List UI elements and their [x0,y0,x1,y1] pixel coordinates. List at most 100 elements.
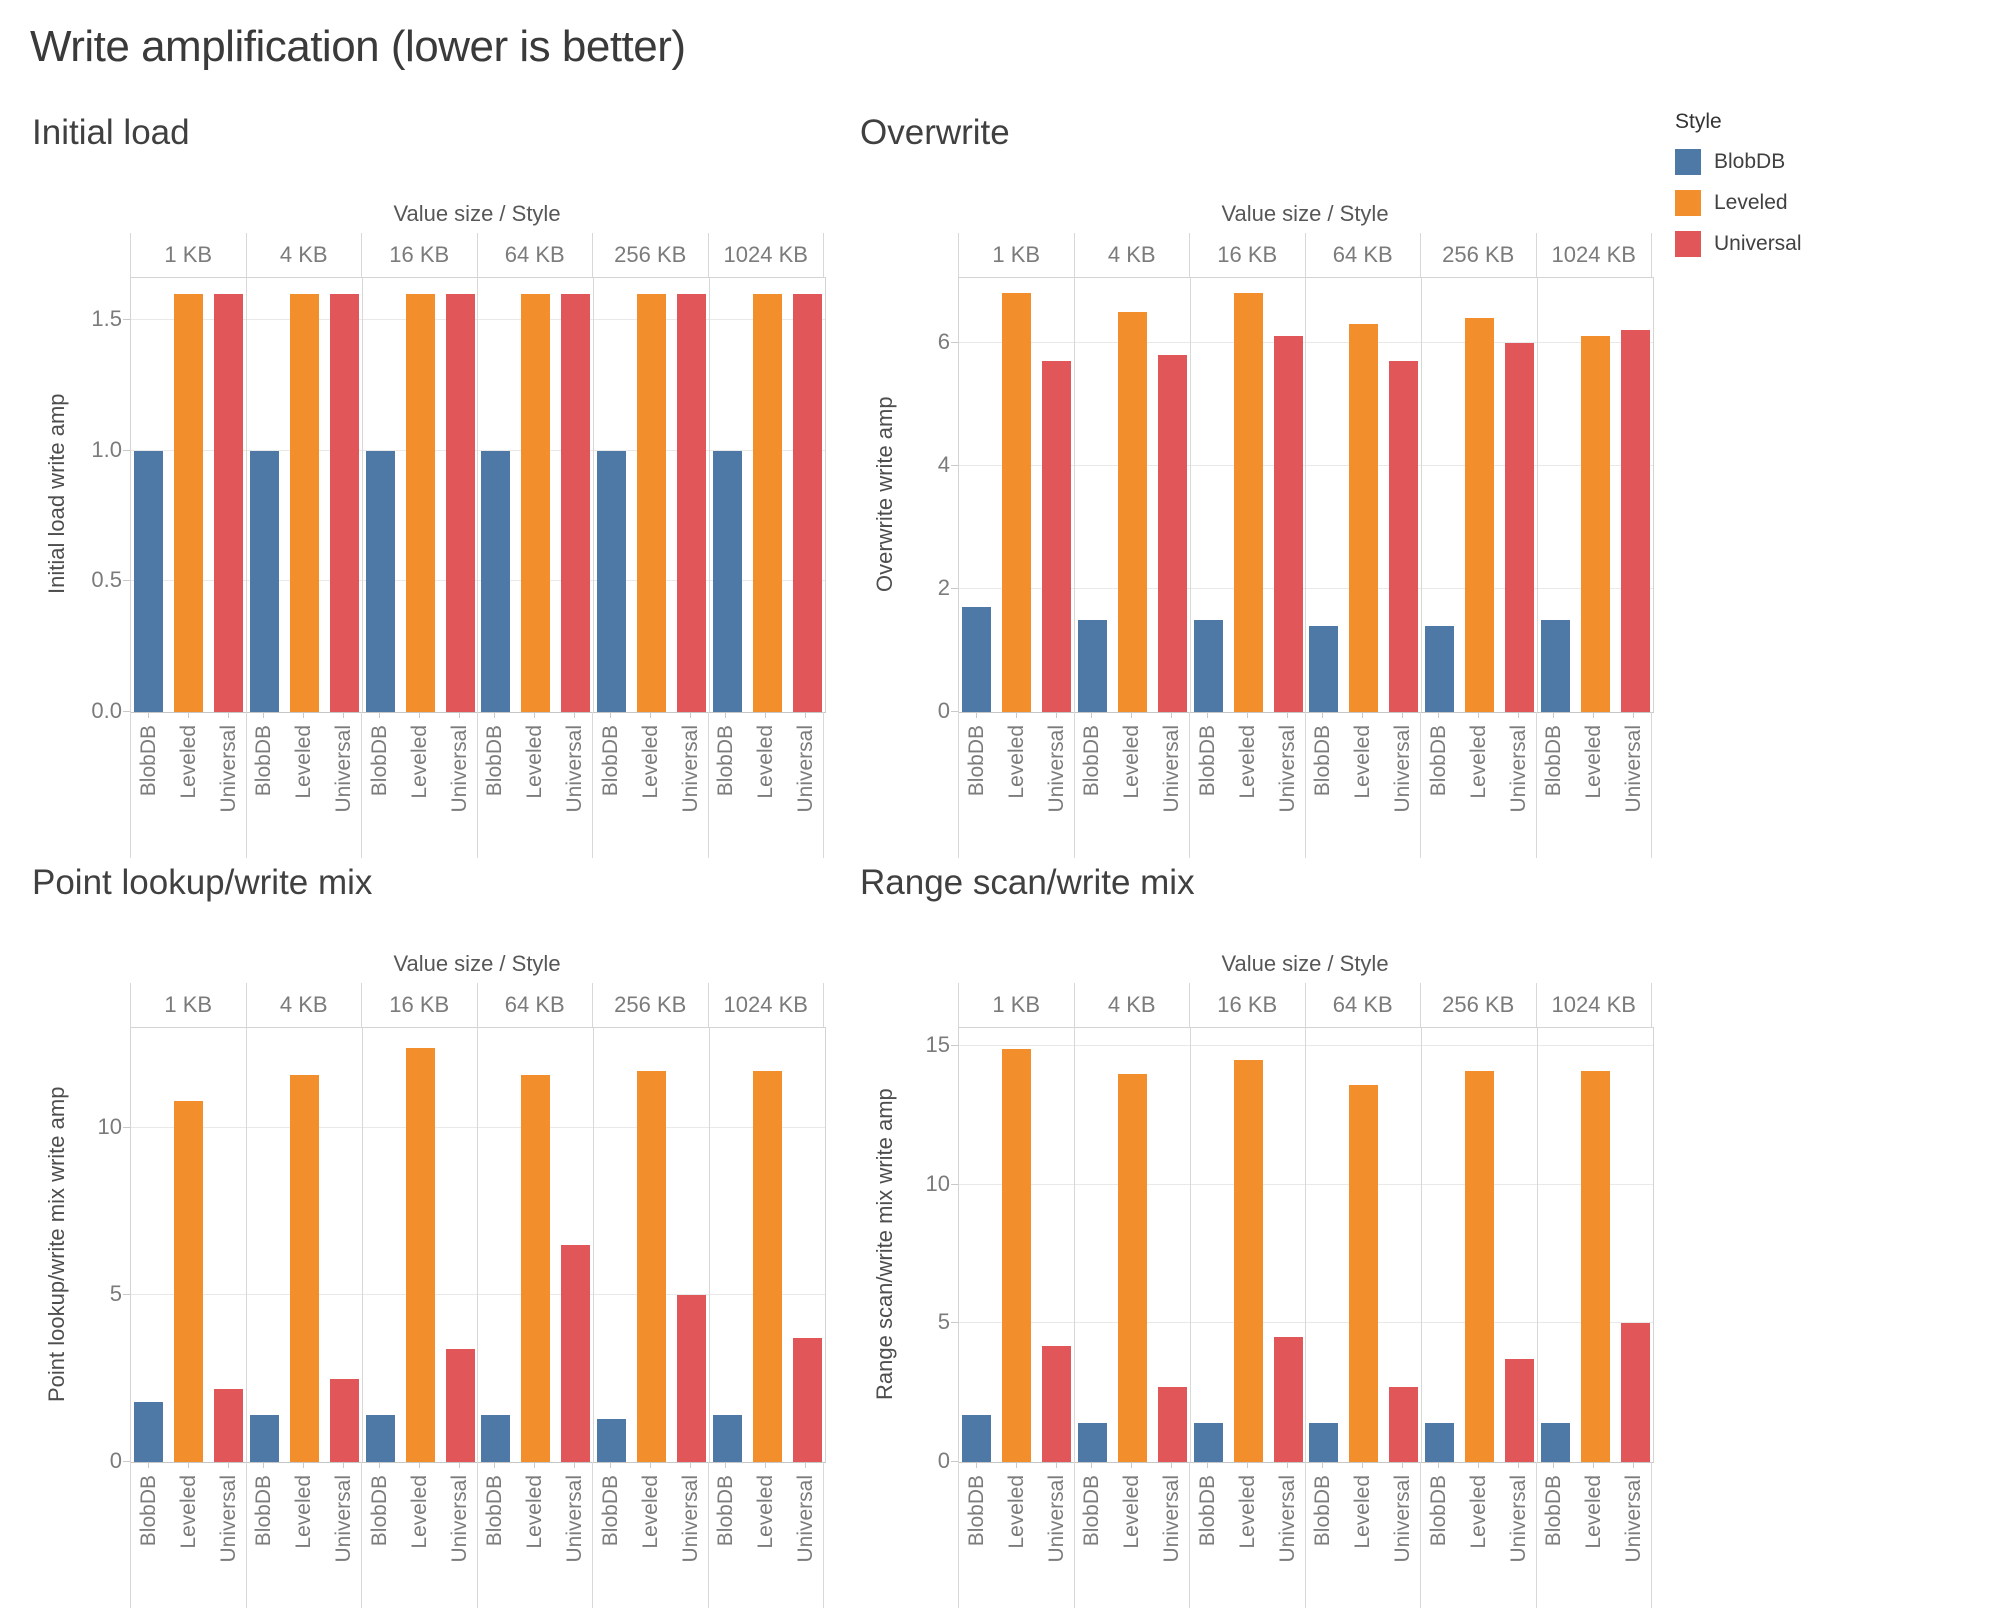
bar-blobdb-4-kb[interactable] [1077,1423,1107,1462]
x-label-slot: Universal [560,1462,589,1608]
bar-universal-4-kb[interactable] [1157,354,1187,712]
group-256-kb [593,1028,709,1462]
bar-leveled-16-kb[interactable] [405,1048,435,1462]
bar-groups [131,1028,825,1462]
bar-universal-64-kb[interactable] [1389,361,1419,712]
y-tick-label: 2 [937,574,950,600]
bar-leveled-1024-kb[interactable] [1581,336,1611,712]
bar-blobdb-256-kb[interactable] [597,450,627,712]
bar-leveled-1-kb[interactable] [173,293,203,712]
x-tick-mark [1246,1462,1248,1468]
bar-blobdb-16-kb[interactable] [365,1415,395,1462]
bar-blobdb-256-kb[interactable] [1425,1423,1455,1462]
bar-blobdb-1024-kb[interactable] [1541,1423,1571,1462]
bar-leveled-1024-kb[interactable] [753,1071,783,1462]
x-category-label: Leveled [176,1475,200,1549]
bar-universal-4-kb[interactable] [329,293,359,712]
bar-leveled-256-kb[interactable] [637,1071,667,1462]
bar-universal-1-kb[interactable] [213,1388,243,1462]
bar-universal-1-kb[interactable] [1041,1345,1071,1462]
bar-blobdb-64-kb[interactable] [1309,625,1339,712]
x-label-group-16-kb: BlobDB Leveled Universal [1189,1462,1305,1608]
bar-universal-16-kb[interactable] [445,1348,475,1462]
bar-universal-16-kb[interactable] [1273,1337,1303,1462]
bar-blobdb-64-kb[interactable] [481,1415,511,1462]
column-header-64-kb: 64 KB [476,233,593,277]
bar-leveled-64-kb[interactable] [521,1074,551,1462]
bar-leveled-256-kb[interactable] [637,293,667,712]
bar-universal-64-kb[interactable] [561,1245,591,1462]
bar-leveled-4-kb[interactable] [1117,1073,1147,1462]
bar-blobdb-256-kb[interactable] [597,1418,627,1462]
bar-blobdb-256-kb[interactable] [1425,625,1455,712]
x-label-slot: Universal [676,1462,705,1608]
bar-leveled-256-kb[interactable] [1465,318,1495,712]
bar-leveled-16-kb[interactable] [1233,1059,1263,1462]
bar-leveled-1-kb[interactable] [1001,293,1031,712]
bar-leveled-1-kb[interactable] [173,1101,203,1462]
x-category-label: BlobDB [1195,1475,1219,1547]
bar-universal-64-kb[interactable] [1389,1387,1419,1462]
bar-universal-1-kb[interactable] [1041,361,1071,712]
bar-blobdb-4-kb[interactable] [249,450,279,712]
bar-leveled-1024-kb[interactable] [1581,1070,1611,1462]
bar-leveled-1024-kb[interactable] [753,293,783,712]
bar-blobdb-4-kb[interactable] [249,1415,279,1462]
bar-universal-1024-kb[interactable] [1621,330,1651,712]
bar-blobdb-64-kb[interactable] [481,450,511,712]
bar-blobdb-1024-kb[interactable] [713,450,743,712]
bar-universal-256-kb[interactable] [1505,342,1535,712]
bar-universal-256-kb[interactable] [677,1295,707,1462]
bar-universal-4-kb[interactable] [1157,1387,1187,1462]
bar-blobdb-1-kb[interactable] [961,1414,991,1462]
bar-blobdb-1024-kb[interactable] [1541,619,1571,712]
bar-blobdb-1-kb[interactable] [133,1401,163,1462]
column-header-4-kb: 4 KB [1073,233,1190,277]
bar-universal-1-kb[interactable] [213,293,243,712]
legend-item-universal[interactable]: Universal [1675,231,1802,257]
group-256-kb [1421,278,1537,712]
bar-universal-1024-kb[interactable] [1621,1323,1651,1462]
bar-leveled-64-kb[interactable] [521,293,551,712]
bar-blobdb-16-kb[interactable] [1193,619,1223,712]
group-1024-kb [1537,1028,1653,1462]
x-label-slot: Universal [329,1462,358,1608]
bar-universal-1024-kb[interactable] [793,293,823,712]
bar-leveled-4-kb[interactable] [1117,311,1147,712]
bar-leveled-16-kb[interactable] [1233,293,1263,712]
bar-leveled-4-kb[interactable] [289,293,319,712]
bar-leveled-256-kb[interactable] [1465,1070,1495,1462]
bar-universal-64-kb[interactable] [561,293,591,712]
bar-leveled-4-kb[interactable] [289,1074,319,1462]
bar-blobdb-16-kb[interactable] [365,450,395,712]
bar-blobdb-64-kb[interactable] [1309,1423,1339,1462]
bar-blobdb-1-kb[interactable] [961,607,991,712]
x-label-slot: Leveled [1464,1462,1493,1608]
bar-leveled-16-kb[interactable] [405,293,435,712]
bar-universal-1024-kb[interactable] [793,1338,823,1462]
bar-blobdb-1024-kb[interactable] [713,1415,743,1462]
x-label-slot: Universal [676,712,705,858]
bar-leveled-64-kb[interactable] [1349,324,1379,712]
bar-blobdb-1-kb[interactable] [133,450,163,712]
bar-universal-16-kb[interactable] [1273,336,1303,712]
x-category-label: Universal [678,1475,702,1563]
bar-universal-256-kb[interactable] [1505,1359,1535,1462]
x-category-label: BlobDB [136,1475,160,1547]
legend-item-blobdb[interactable]: BlobDB [1675,149,1802,175]
column-axis-title: Value size / Style [1221,951,1389,976]
bar-universal-16-kb[interactable] [445,293,475,712]
bar-leveled-64-kb[interactable] [1349,1084,1379,1462]
panel-point-lookup-write-mix: Point lookup/write mix Point lookup/write… [30,855,830,1615]
x-label-slot: BlobDB [1077,712,1106,858]
x-category-label: Universal [1622,725,1646,813]
x-label-group-64-kb: BlobDB Leveled Universal [476,1462,593,1608]
x-tick-mark [378,1462,380,1468]
x-label-slot: Universal [1504,712,1533,858]
bar-blobdb-4-kb[interactable] [1077,619,1107,712]
bar-universal-4-kb[interactable] [329,1378,359,1462]
bar-blobdb-16-kb[interactable] [1193,1423,1223,1462]
bar-leveled-1-kb[interactable] [1001,1048,1031,1462]
legend-item-leveled[interactable]: Leveled [1675,190,1802,216]
bar-universal-256-kb[interactable] [677,293,707,712]
